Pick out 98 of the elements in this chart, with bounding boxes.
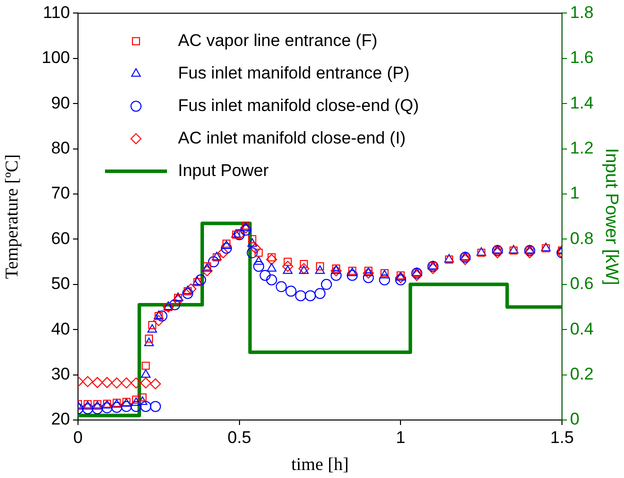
point [138,396,148,405]
legend-label: AC inlet manifold close-end (I) [178,128,406,148]
point [144,334,154,343]
point [253,260,264,272]
legend-label: Input Power [178,160,270,180]
y-tick-label: 30 [51,364,70,384]
point [260,270,271,281]
point [247,238,258,247]
y2-axis-title: Input Power [kW] [602,148,622,286]
point [266,274,278,286]
point [182,288,194,299]
y-tick-label: 100 [42,48,70,68]
point [111,402,122,413]
point [282,265,293,274]
point [156,310,168,322]
y-tick-label: 50 [51,274,70,294]
point [172,294,184,306]
point [362,268,374,279]
point [130,400,142,412]
point [102,402,113,414]
point [111,377,122,388]
x-tick-label: 0 [73,428,83,447]
y2-tick-label: 1 [570,184,580,203]
point [92,403,103,414]
point [314,288,326,299]
point [142,362,150,370]
point [92,376,103,388]
y-tick-label: 60 [51,228,70,248]
point [140,377,152,388]
y2-tick-label: 0.8 [570,228,594,248]
point [330,270,342,281]
point [153,315,164,326]
y-tick-label: 90 [51,93,70,112]
y2-tick-label: 0.2 [570,364,594,384]
y-tick-label: 110 [42,2,70,22]
point [220,242,232,254]
point [379,274,390,286]
x-tick-label: 0.5 [228,428,252,447]
legend-label: Fus inlet manifold entrance (P) [178,63,410,82]
y-tick-label: 40 [51,319,70,338]
point [248,235,256,244]
point [140,400,152,412]
point [240,224,252,236]
point [169,299,180,310]
point [266,254,278,266]
point [120,377,132,388]
point [150,378,161,390]
point [315,265,325,274]
point [362,272,374,284]
point [185,283,196,294]
point [282,260,294,272]
point [120,400,132,412]
y2-tick-label: 1.8 [570,2,594,22]
point [284,258,292,266]
y2-tick-label: 0.6 [570,274,594,294]
point [208,256,220,268]
legend-label: AC vapor line entrance (F) [178,30,378,50]
point [316,262,324,270]
point [250,242,261,254]
y-tick-label: 80 [51,138,70,158]
point [304,290,316,302]
point [82,403,94,414]
point [82,376,94,388]
y2-tick-label: 1.2 [570,138,594,158]
x-axis-title: time [h] [291,454,349,474]
legend-label: Fus inlet manifold close-end (Q) [178,96,419,115]
point [150,400,161,412]
x-tick-label: 1 [396,428,406,447]
point [254,248,263,257]
y2-tick-label: 0 [570,410,580,429]
point [144,338,154,346]
point [254,256,264,265]
point [246,247,258,258]
point [195,274,206,286]
point [524,247,536,258]
point [427,263,438,274]
y-axis-title: Temperature [ºC] [2,154,22,279]
point [148,321,156,330]
point [138,393,147,402]
y2-tick-label: 1.6 [570,48,594,68]
y-tick-label: 20 [51,410,70,429]
point [102,376,113,388]
point [276,281,287,292]
point [295,290,306,302]
point [140,369,151,378]
point [218,247,229,258]
point [130,377,142,388]
y2-tick-label: 0.4 [570,319,594,338]
point [330,265,342,276]
y-tick-label: 70 [51,184,70,203]
y2-tick-label: 1.4 [570,93,594,112]
point [285,286,296,297]
point [147,324,158,333]
x-tick-label: 1.5 [550,428,574,447]
point [346,270,358,281]
point [320,278,332,290]
point [266,263,276,272]
point [202,265,213,276]
